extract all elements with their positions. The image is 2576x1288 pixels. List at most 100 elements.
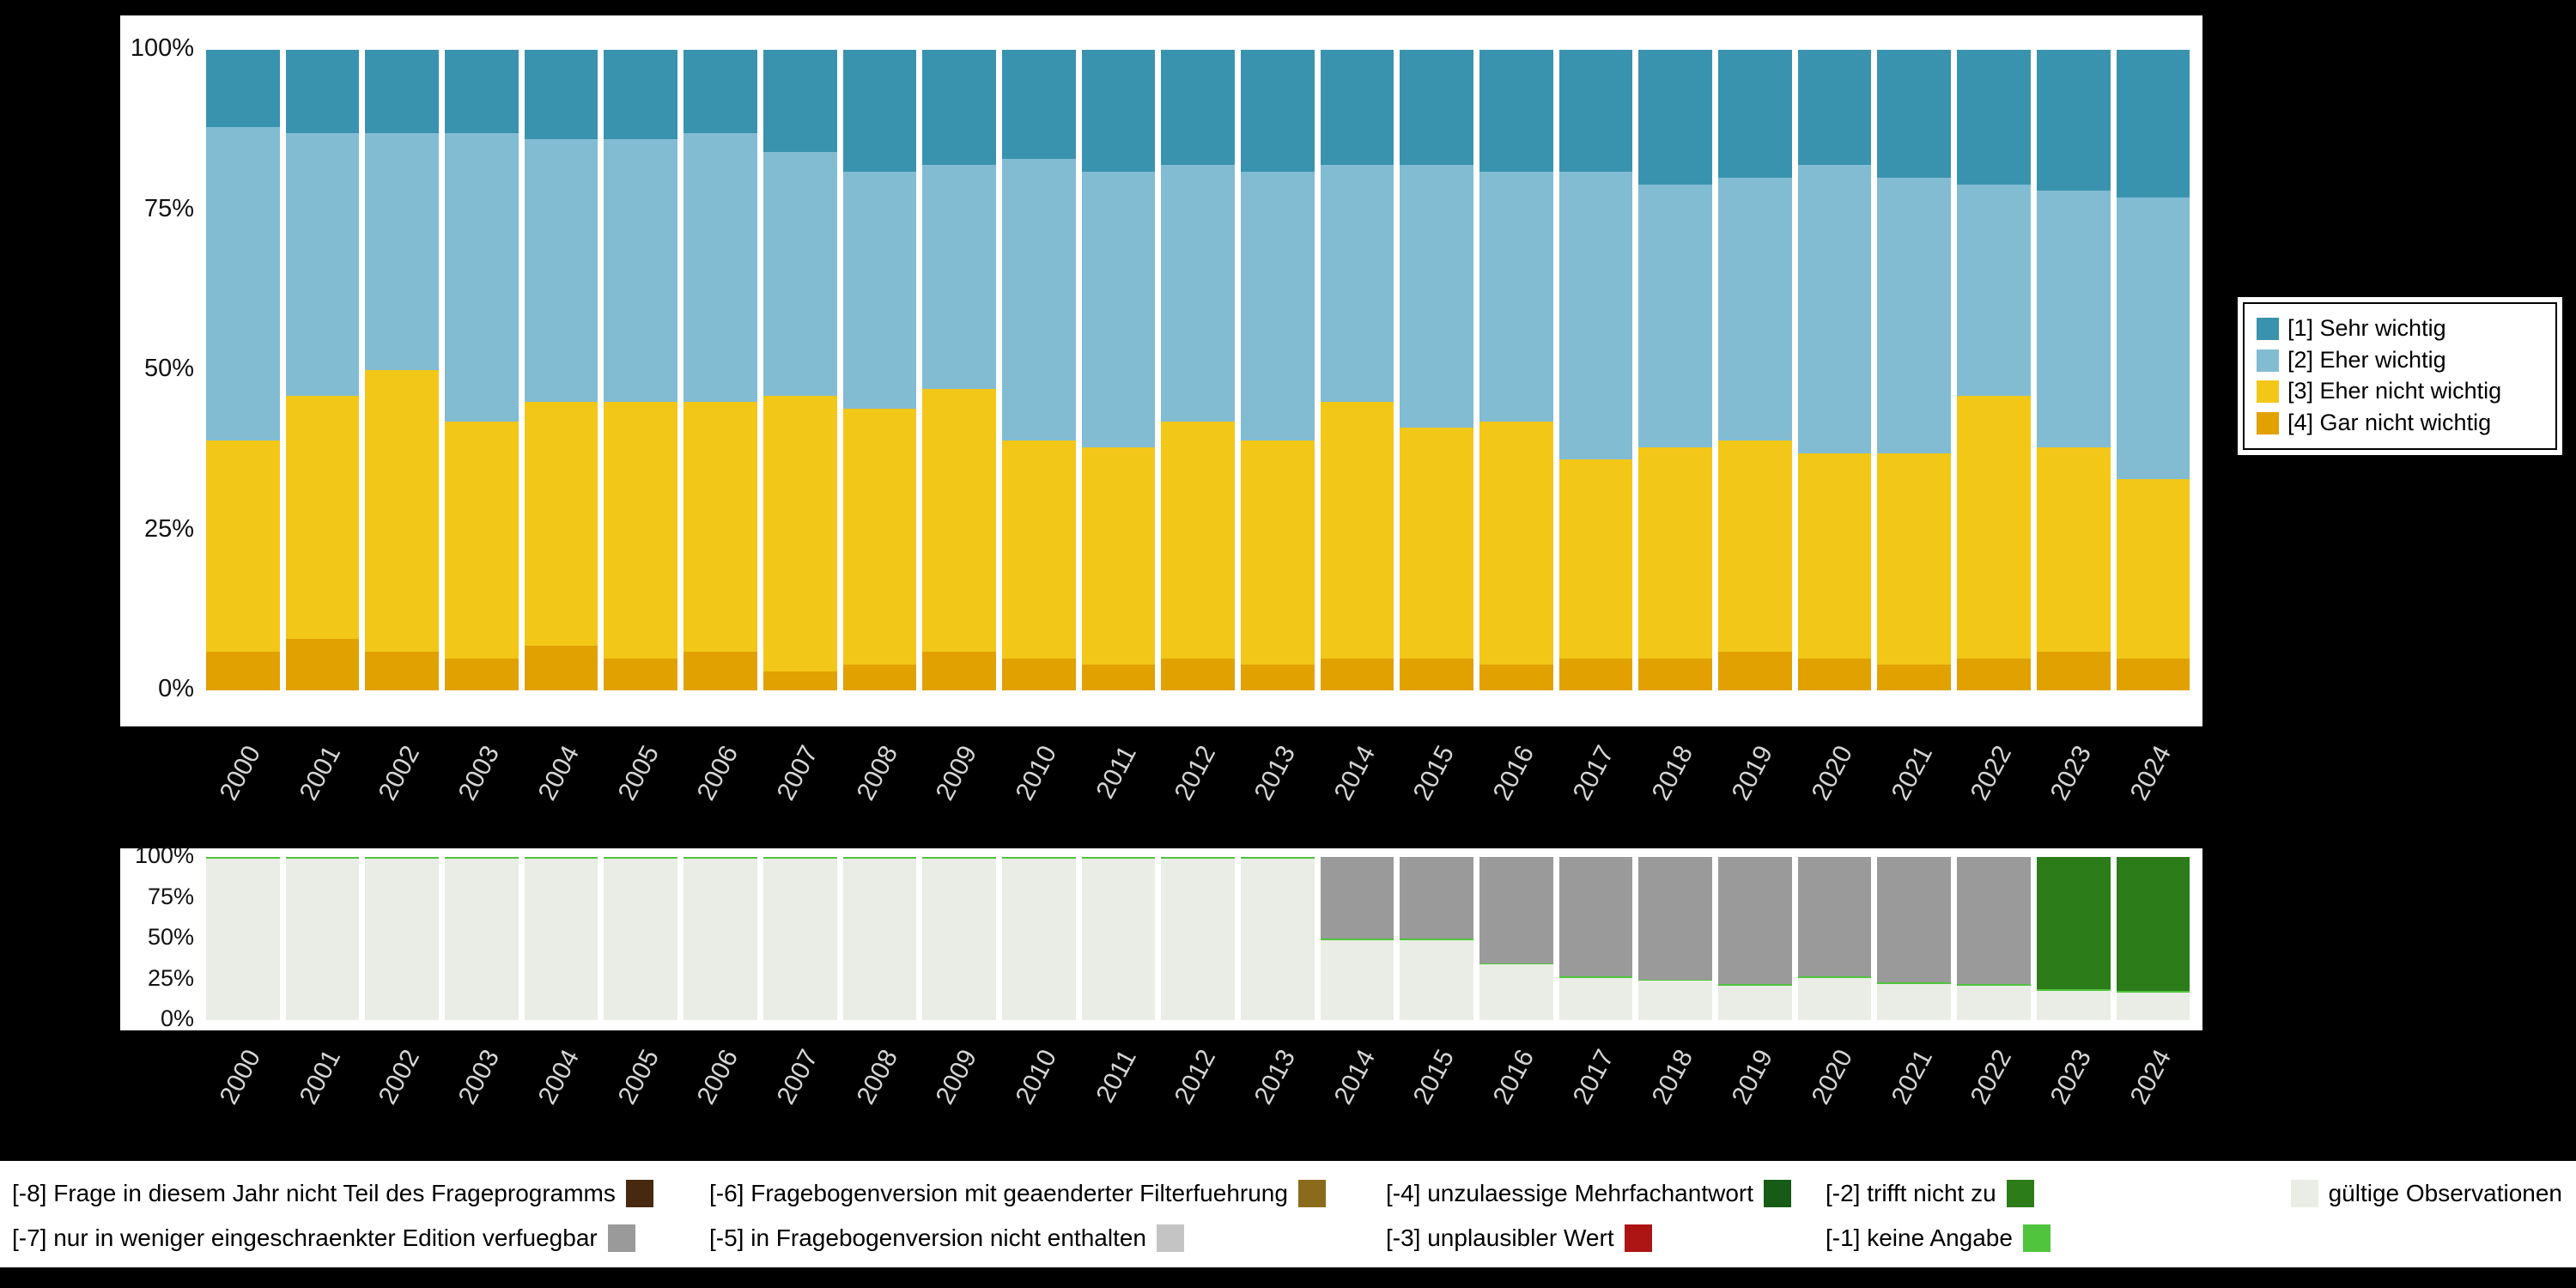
x-axis-year-label: 2001 (294, 741, 346, 805)
stacked-bar (285, 50, 360, 690)
bar-segment (206, 440, 280, 653)
stacked-bar (1718, 857, 1792, 1020)
x-axis-tick: 2013 (1241, 1037, 1315, 1140)
legend-item: [-6] Fragebogenversion mit geaenderter F… (709, 1171, 1386, 1216)
bar-segment (1479, 50, 1553, 172)
x-axis-year-label: 2001 (294, 1045, 346, 1109)
x-axis-year-label: 2006 (691, 741, 744, 805)
x-axis-tick: 2024 (2117, 733, 2190, 836)
stacked-bar (1479, 857, 1553, 1020)
bar-segment (1081, 171, 1156, 447)
x-axis-tick: 2004 (525, 1037, 598, 1140)
x-axis-year-label: 2011 (1091, 741, 1142, 804)
bar-segment (1957, 986, 2031, 1020)
bar-segment (2036, 652, 2111, 690)
bar-segment (1877, 178, 1952, 453)
bar-segment (445, 658, 519, 690)
legend-item: [-2] trifft nicht zu (1826, 1171, 2289, 1216)
bar-segment (1877, 50, 1952, 179)
bar-segment (683, 652, 757, 690)
bar-segment (922, 857, 996, 859)
bar-segment (2116, 857, 2190, 991)
bar-segment (1558, 975, 1633, 978)
x-axis-tick: 2020 (1798, 733, 1872, 836)
bar-segment (1081, 665, 1156, 690)
bar-segment (1718, 652, 1792, 690)
bar-segment (1161, 857, 1235, 859)
bar-segment (1400, 939, 1473, 1020)
bar-segment (1638, 979, 1713, 981)
bar-segment (206, 652, 280, 690)
legend-label: [-8] Frage in diesem Jahr nicht Teil des… (12, 1180, 616, 1206)
bar-segment (1797, 453, 1872, 659)
bar-segment (1161, 421, 1235, 659)
stacked-bar (604, 50, 678, 690)
stacked-bar (1957, 857, 2031, 1020)
stacked-bar (285, 857, 360, 1020)
x-axis-year-label: 2011 (1091, 1045, 1142, 1108)
x-axis-year-label: 2003 (453, 741, 506, 805)
y-axis-tick-label: 100% (130, 34, 194, 63)
stacked-bar (1400, 50, 1473, 690)
bar-segment (1558, 857, 1633, 976)
x-axis-tick: 2013 (1241, 733, 1315, 836)
bar-segment (1400, 50, 1473, 166)
bar-segment (604, 857, 678, 859)
bar-segment (842, 50, 917, 172)
legend-item: [4] Gar nicht wichtig (2257, 410, 2543, 436)
bar-segment (445, 50, 519, 133)
legend-label: [-2] trifft nicht zu (1826, 1180, 1996, 1206)
x-axis-tick: 2018 (1638, 733, 1712, 836)
stacked-bar (1400, 857, 1473, 1020)
stacked-bar (1161, 50, 1235, 690)
stacked-bar (2116, 857, 2190, 1020)
legend-label: [-4] unzulaessige Mehrfachantwort (1386, 1180, 1753, 1206)
bar-segment (2036, 50, 2111, 191)
x-axis-tick: 2008 (843, 733, 917, 836)
x-axis-year-label: 2008 (851, 1045, 903, 1109)
x-axis-year-label: 2002 (374, 741, 426, 805)
stacked-bar (1240, 857, 1315, 1020)
bar-segment (365, 858, 440, 1020)
bar-segment (1957, 984, 2031, 987)
bar-segment (524, 139, 598, 403)
bar-segment (2116, 197, 2190, 479)
bar-segment (1479, 421, 1553, 665)
bar-segment (922, 165, 996, 390)
legend-label: [-1] keine Angabe (1826, 1224, 2013, 1251)
bar-segment (1558, 50, 1633, 172)
x-axis-year-label: 2018 (1647, 1045, 1699, 1109)
x-axis-tick: 2009 (922, 1037, 996, 1140)
legend-label: [-3] unplausibler Wert (1386, 1224, 1614, 1251)
x-axis-tick: 2006 (683, 1037, 757, 1140)
legend-label: [3] Eher nicht wichtig (2287, 378, 2502, 404)
x-axis-year-label: 2009 (930, 1045, 983, 1109)
x-axis-year-label: 2023 (2044, 741, 2098, 805)
x-axis-tick: 2019 (1718, 733, 1792, 836)
stacked-bar (1877, 50, 1952, 690)
bar-segment (1240, 665, 1315, 690)
legend-swatch (1624, 1224, 1652, 1252)
x-axis-year-label: 2004 (532, 1045, 585, 1109)
bar-segment (1161, 858, 1235, 1020)
bar-segment (1400, 658, 1473, 690)
bar-segment (365, 133, 440, 371)
bar-segment (285, 858, 360, 1020)
bar-segment (1240, 50, 1315, 172)
legend-item: gültige Observationen (2289, 1171, 2562, 1216)
bar-segment (365, 857, 440, 859)
bar-segment (1558, 459, 1633, 659)
missing-chart-plot (206, 857, 2190, 1020)
bar-segment (683, 133, 757, 403)
x-axis-year-label: 2019 (1726, 741, 1779, 805)
legend-label: [-7] nur in weniger eingeschraenkter Edi… (12, 1224, 598, 1251)
bar-segment (842, 171, 917, 409)
bar-segment (922, 50, 996, 166)
bar-segment (445, 133, 519, 422)
bar-segment (1877, 982, 1952, 985)
bar-segment (206, 857, 280, 859)
legend-swatch (625, 1180, 653, 1207)
stacked-bar (1001, 857, 1076, 1020)
x-axis-tick: 2012 (1161, 733, 1235, 836)
